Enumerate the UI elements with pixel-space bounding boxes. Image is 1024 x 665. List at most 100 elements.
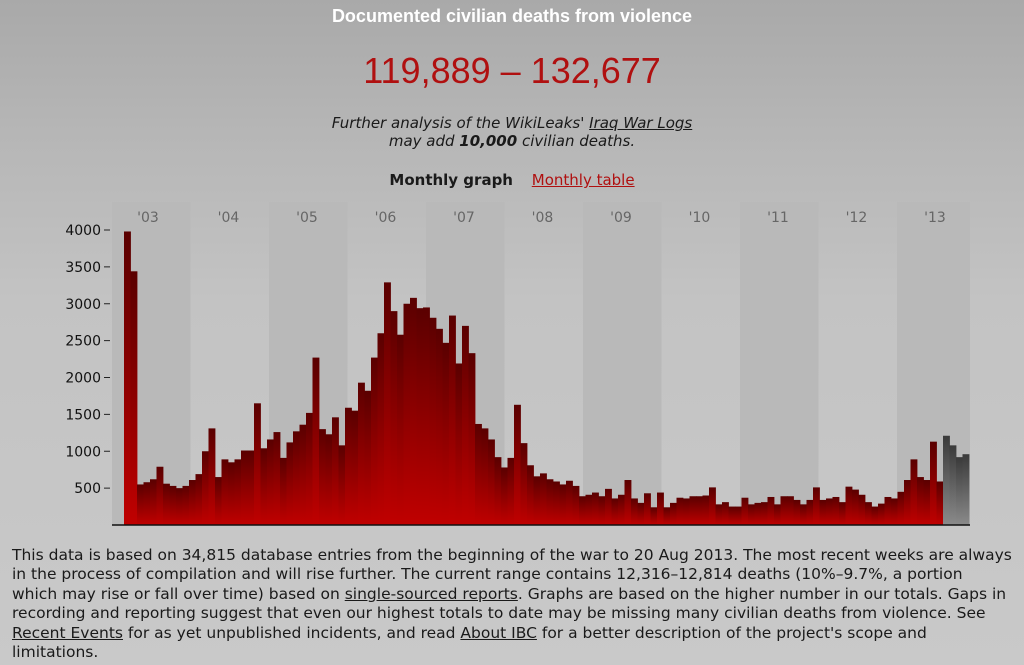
data-bar bbox=[371, 357, 378, 525]
data-bar bbox=[189, 480, 196, 525]
data-bar bbox=[910, 459, 918, 525]
data-bar bbox=[748, 504, 755, 525]
data-bar bbox=[618, 494, 625, 525]
tab-monthly-graph: Monthly graph bbox=[389, 171, 513, 189]
about-ibc-link[interactable]: About IBC bbox=[460, 623, 537, 642]
data-bar bbox=[442, 342, 450, 525]
data-bar bbox=[546, 479, 554, 525]
data-bar bbox=[904, 480, 911, 525]
data-footnote: This data is based on 34,815 database en… bbox=[12, 546, 1012, 662]
footnote-text-3: for as yet unpublished incidents, and re… bbox=[122, 623, 461, 642]
data-bar bbox=[221, 459, 229, 525]
data-bar bbox=[514, 404, 521, 525]
year-band bbox=[583, 202, 662, 525]
year-label: '13 bbox=[924, 210, 946, 226]
data-bar bbox=[663, 507, 671, 525]
data-bar bbox=[345, 407, 352, 525]
year-label: '05 bbox=[296, 210, 318, 226]
data-bar bbox=[260, 448, 268, 525]
tab-monthly-table[interactable]: Monthly table bbox=[531, 171, 635, 189]
data-bar bbox=[293, 431, 300, 525]
data-bar bbox=[150, 479, 157, 525]
pending-bar bbox=[956, 457, 963, 525]
data-bar bbox=[488, 439, 495, 525]
data-bar bbox=[527, 465, 534, 525]
data-bar bbox=[676, 497, 684, 525]
data-bar bbox=[169, 485, 177, 525]
data-bar bbox=[644, 493, 651, 525]
data-bar bbox=[839, 502, 846, 525]
note-line-2-number: 10,000 bbox=[459, 132, 518, 150]
y-tick-label: 2000 bbox=[65, 371, 101, 387]
data-bar bbox=[280, 457, 287, 525]
pending-bar bbox=[949, 445, 957, 525]
data-bar bbox=[780, 496, 788, 525]
y-tick-label: 1500 bbox=[65, 407, 101, 423]
data-bar bbox=[195, 474, 203, 525]
data-bar bbox=[722, 502, 729, 525]
iraq-war-logs-link[interactable]: Iraq War Logs bbox=[589, 114, 693, 132]
year-label: '10 bbox=[689, 210, 711, 226]
data-bar bbox=[403, 303, 411, 525]
data-bar bbox=[858, 494, 866, 525]
data-bar bbox=[845, 486, 853, 525]
data-bar bbox=[416, 308, 424, 525]
y-tick-label: 2500 bbox=[65, 334, 101, 350]
y-tick-label: 4000 bbox=[65, 223, 101, 239]
footnote-text-1: This data is based on 34,815 database en… bbox=[12, 546, 1012, 603]
data-bar bbox=[351, 410, 359, 525]
single-sourced-reports-link[interactable]: single-sourced reports bbox=[344, 584, 518, 603]
data-bar bbox=[423, 307, 430, 525]
pending-bar bbox=[962, 454, 970, 525]
data-bar bbox=[813, 487, 820, 525]
data-bar bbox=[501, 467, 508, 525]
year-label: '06 bbox=[375, 210, 397, 226]
recent-events-link[interactable]: Recent Events bbox=[12, 623, 123, 642]
data-bar bbox=[806, 499, 814, 525]
data-bar bbox=[598, 496, 606, 525]
data-bar bbox=[143, 482, 151, 525]
data-bar bbox=[202, 451, 209, 525]
data-bar bbox=[917, 477, 924, 525]
data-bar bbox=[592, 492, 599, 525]
data-bar bbox=[247, 450, 255, 525]
y-tick-label: 500 bbox=[74, 481, 101, 497]
data-bar bbox=[319, 429, 326, 525]
data-bar bbox=[871, 506, 879, 525]
data-bar bbox=[228, 462, 235, 525]
data-bar bbox=[631, 498, 638, 525]
data-bar bbox=[137, 484, 144, 525]
data-bar bbox=[787, 496, 794, 525]
data-bar bbox=[429, 317, 437, 525]
data-bar bbox=[878, 503, 885, 525]
data-bar bbox=[754, 502, 762, 525]
data-bar bbox=[163, 483, 170, 525]
data-bar bbox=[657, 492, 664, 525]
year-label: '07 bbox=[453, 210, 475, 226]
data-bar bbox=[761, 502, 768, 525]
data-bar bbox=[852, 489, 859, 525]
data-bar bbox=[182, 485, 190, 525]
data-bar bbox=[273, 432, 281, 525]
data-bar bbox=[312, 357, 320, 525]
data-bar bbox=[338, 445, 346, 525]
y-tick-label: 3500 bbox=[65, 260, 101, 276]
data-bar bbox=[689, 496, 697, 525]
data-bar bbox=[579, 496, 586, 525]
page-title: Documented civilian deaths from violence bbox=[331, 6, 693, 26]
year-label: '11 bbox=[767, 210, 789, 226]
data-bar bbox=[455, 363, 463, 525]
note-line-2-suffix: civilian deaths. bbox=[517, 132, 636, 150]
note-line-1: Further analysis of the WikiLeaks' Iraq … bbox=[0, 114, 1024, 132]
year-label: '12 bbox=[846, 210, 868, 226]
data-bar bbox=[832, 496, 840, 525]
data-bar bbox=[566, 480, 573, 525]
wikileaks-note: Further analysis of the WikiLeaks' Iraq … bbox=[0, 114, 1024, 150]
data-bar bbox=[325, 434, 333, 525]
data-bar bbox=[286, 442, 294, 525]
data-bar bbox=[364, 390, 372, 525]
note-line-1-text: Further analysis of the WikiLeaks' bbox=[331, 114, 590, 132]
data-bar bbox=[715, 504, 723, 525]
y-tick-label: 3000 bbox=[65, 297, 101, 313]
data-bar bbox=[481, 428, 489, 525]
